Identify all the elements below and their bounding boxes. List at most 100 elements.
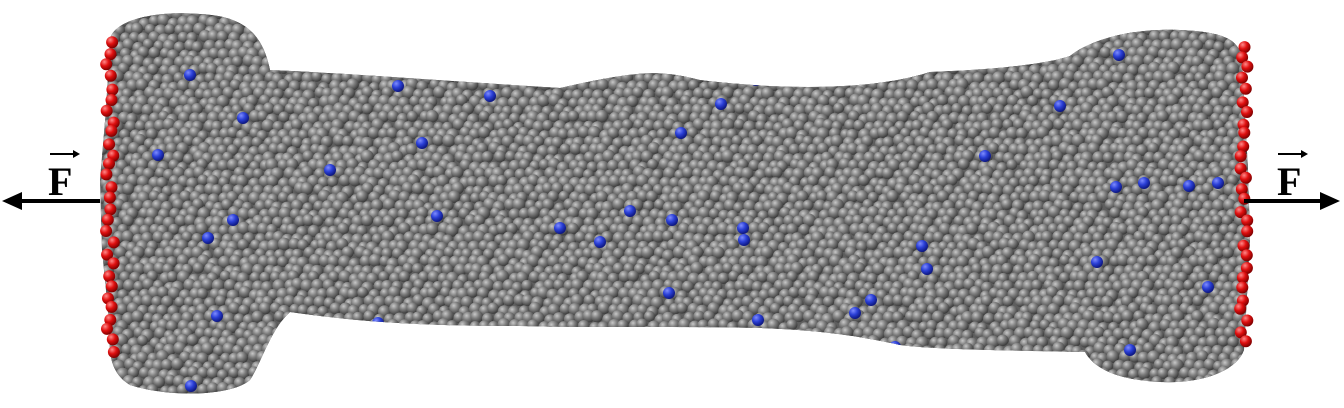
grey-bead: [387, 17, 398, 28]
grey-bead: [1061, 24, 1073, 36]
grey-bead: [619, 65, 630, 76]
grey-bead: [938, 15, 951, 28]
grey-bead: [661, 24, 672, 35]
grey-bead: [515, 10, 526, 21]
grey-bead: [453, 71, 465, 83]
grey-bead: [379, 16, 390, 27]
grey-bead: [1156, 16, 1168, 28]
grey-bead: [764, 345, 776, 357]
grey-bead: [279, 49, 291, 61]
grey-bead: [603, 25, 615, 37]
grey-bead: [647, 49, 659, 61]
grey-bead: [958, 31, 970, 43]
grey-bead: [373, 7, 385, 19]
grey-bead: [853, 25, 865, 37]
grey-bead: [643, 22, 655, 34]
grey-bead: [599, 32, 612, 45]
grey-bead: [858, 32, 869, 43]
grey-bead: [516, 320, 529, 333]
grey-bead: [306, 46, 319, 59]
grey-bead: [771, 167, 782, 178]
grey-bead: [883, 57, 896, 70]
grey-bead: [1237, 18, 1248, 29]
grey-bead: [291, 119, 303, 131]
grey-bead: [800, 72, 813, 85]
grey-bead: [1218, 16, 1229, 27]
grey-bead: [489, 66, 500, 77]
grey-bead: [407, 111, 418, 122]
grey-bead: [772, 72, 783, 83]
grey-bead: [657, 46, 669, 58]
grey-bead: [784, 26, 796, 38]
grey-bead: [327, 17, 338, 28]
grey-bead: [946, 174, 957, 185]
grey-bead: [664, 9, 676, 21]
grey-bead: [652, 23, 664, 35]
grey-bead: [342, 42, 354, 54]
grey-bead: [757, 271, 768, 282]
grey-bead: [313, 7, 325, 19]
grey-bead: [862, 343, 875, 356]
grey-bead: [557, 32, 568, 43]
grey-bead: [760, 32, 772, 44]
grey-bead: [511, 345, 522, 356]
grey-bead: [522, 39, 534, 51]
grey-bead: [882, 343, 894, 355]
grey-bead: [774, 329, 786, 341]
grey-bead: [597, 47, 608, 58]
grey-bead: [481, 345, 494, 358]
grey-bead: [493, 8, 505, 20]
grey-bead: [789, 34, 800, 45]
grey-bead: [274, 345, 286, 357]
grey-bead: [652, 56, 665, 69]
grey-bead: [1055, 8, 1067, 20]
grey-bead: [687, 66, 699, 78]
grey-bead: [369, 336, 381, 348]
grey-bead: [662, 58, 674, 70]
grey-bead: [966, 33, 978, 45]
grey-bead: [771, 342, 783, 354]
grey-bead: [853, 8, 866, 21]
grey-bead: [828, 65, 840, 77]
grey-bead: [746, 334, 759, 347]
grey-bead: [774, 42, 785, 53]
grey-bead: [703, 22, 716, 35]
grey-bead: [580, 34, 591, 45]
grey-bead: [478, 126, 490, 138]
grey-bead: [700, 65, 711, 76]
grey-bead: [416, 335, 428, 347]
grey-bead: [1251, 9, 1264, 22]
grey-bead: [731, 342, 743, 354]
grey-bead: [708, 32, 719, 43]
grey-bead: [494, 150, 506, 162]
grey-bead: [474, 342, 486, 354]
grey-bead: [1247, 287, 1259, 299]
grey-bead: [823, 56, 835, 68]
grey-bead: [301, 314, 312, 325]
grey-bead: [538, 65, 550, 77]
grey-bead: [106, 15, 119, 28]
grey-bead: [493, 22, 505, 34]
grey-bead: [894, 41, 907, 54]
grey-bead: [940, 31, 951, 42]
grey-bead: [1254, 138, 1266, 150]
grey-bead: [864, 8, 876, 20]
grey-bead: [408, 31, 419, 42]
grey-bead: [869, 49, 880, 60]
grey-bead: [1031, 280, 1042, 291]
grey-bead: [291, 8, 304, 21]
grey-bead: [468, 31, 481, 44]
grey-bead: [392, 25, 405, 38]
grey-bead: [721, 150, 734, 163]
grey-bead: [479, 64, 490, 75]
grey-bead: [349, 63, 360, 74]
grey-bead: [459, 64, 471, 76]
grey-bead: [560, 144, 571, 155]
grey-bead: [1112, 72, 1124, 84]
grey-bead: [444, 41, 456, 53]
grey-bead: [278, 335, 290, 347]
grey-bead: [1116, 14, 1128, 26]
grey-bead: [524, 73, 535, 84]
grey-bead: [1121, 310, 1133, 322]
grey-bead: [435, 24, 447, 36]
